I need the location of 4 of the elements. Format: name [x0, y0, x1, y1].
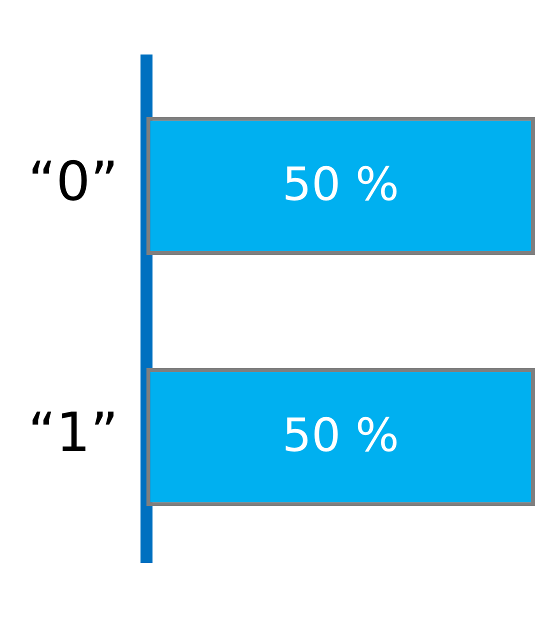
y-tick-label: “0”: [28, 150, 118, 213]
data-label: 50 %: [282, 156, 400, 211]
y-tick-label: “1”: [28, 401, 118, 464]
data-label: 50 %: [282, 408, 400, 462]
